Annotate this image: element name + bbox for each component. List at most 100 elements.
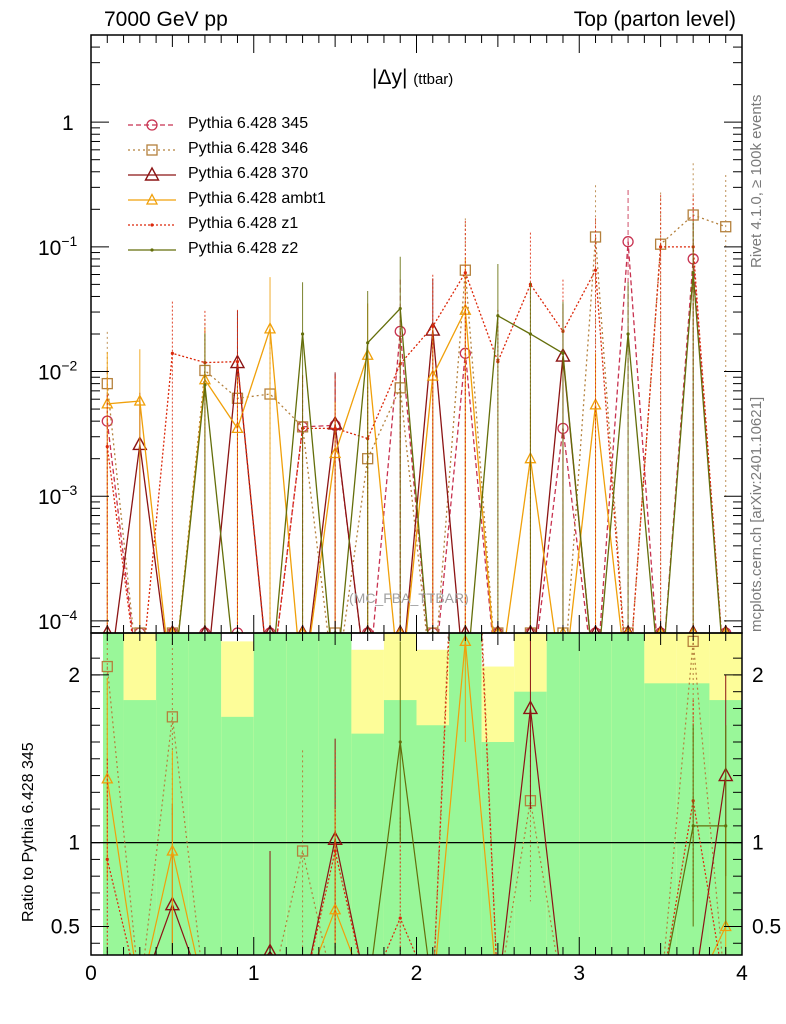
green-band-16 [611,633,645,955]
point-4-10 [431,324,435,329]
ratio-point-0-2 [166,711,179,723]
green-band-4 [221,716,254,955]
ratio-point-2-11 [459,634,472,647]
legend-marker-5 [150,248,154,252]
point-3-4 [231,421,244,434]
point-3-5 [263,321,277,334]
ratio-ytick-label-left-0: 0.5 [51,915,80,938]
legend-swatch-3 [128,193,176,205]
point-4-2 [170,351,174,355]
ratio-point-3-0 [105,857,109,862]
rivet-version-label: Rivet 4.1.0, ≥ 100k events [748,94,765,268]
legend-swatch-0 [128,119,176,131]
ratio-series-4 [372,641,728,955]
ratio-point-4-19 [724,824,728,828]
legend-marker-3 [145,193,159,205]
point-2-19 [721,624,731,633]
main-ytick-label-1: 10−3 [38,482,78,509]
axis-ticks [90,34,743,955]
series-line-3 [107,307,622,633]
mcplots-credit-label: mcplots.cern.ch [arXiv:2401.10621] [748,396,765,632]
point-2-6 [297,624,308,633]
green-band-10 [416,725,450,955]
ratio-point-3-9 [398,916,402,920]
main-ytick-exp-2: −2 [61,358,77,374]
x-tick-label-1: 1 [248,962,260,985]
x-tick-label-3: 3 [573,962,585,985]
plot-title-sub: (ttbar) [413,71,454,88]
point-4-0 [105,445,109,449]
point-4-15 [593,268,598,272]
ratio-uncertainty-bands [103,633,742,955]
green-band-12 [481,742,515,955]
ratio-series-group [101,633,734,955]
main-ytick-label-2: 10−2 [38,358,78,385]
point-2-0 [102,624,112,633]
main-ytick-exp-1: −3 [61,482,77,498]
point-2-8 [363,624,373,633]
point-2-5 [265,624,275,633]
point-5-3 [203,383,207,387]
point-5-13 [528,332,533,336]
ratio-point-2-2 [166,844,179,856]
point-0-16 [622,236,634,248]
legend-swatch-4 [128,223,176,227]
ratio-line-4 [372,741,726,955]
main-ytick-exp-0: −4 [61,607,77,623]
ratio-point-0-6 [296,845,309,857]
point-3-1 [133,394,146,406]
ratio-point-2-7 [329,902,342,915]
legend-swatch-5 [128,248,176,252]
legend-label-1: Pythia 6.428 346 [188,140,309,157]
point-2-9 [395,624,405,633]
ratio-ytick-label-right-0: 0.5 [752,915,781,938]
analysis-watermark: (MC_FBA_TTBAR) [349,590,469,606]
main-ytick-exp-3: −1 [61,233,77,249]
point-3-15 [589,398,602,410]
green-band-14 [546,633,580,955]
legend-marker-1 [146,144,158,156]
point-2-11 [460,624,470,633]
x-tick-label-2: 2 [411,962,423,985]
plot-title-main: |Δy| [372,66,408,89]
x-tick-label-4: 4 [736,962,748,985]
legend-label-4: Pythia 6.428 z1 [188,215,299,232]
x-tick-label-0: 0 [85,962,97,985]
point-5-8 [366,341,370,345]
ratio-y-axis-label: Ratio to Pythia 6.428 345 [20,742,37,922]
ratio-point-2-19 [719,919,732,932]
energy-label: 7000 GeV pp [104,8,228,31]
point-5-9 [398,306,402,311]
ratio-point-3-7 [333,849,337,853]
legend-marker-2 [144,166,160,181]
ratio-point-1-13 [522,699,539,715]
ratio-ytick-label-left-2: 2 [68,664,80,687]
point-4-4 [235,360,240,364]
ratio-point-4-18 [691,824,695,828]
legend-swatch-1 [128,144,176,156]
ratio-point-1-5 [263,943,277,955]
main-ytick-label-4: 1 [62,112,74,135]
point-2-18 [688,624,698,633]
green-band-17 [644,683,677,955]
series-line-5 [178,272,722,633]
point-4-17 [659,245,663,249]
ratio-ytick-label-right-2: 2 [752,664,764,687]
point-4-7 [333,426,337,430]
point-2-17 [656,624,666,633]
legend-label-5: Pythia 6.428 z2 [188,240,299,257]
legend-label-0: Pythia 6.428 345 [188,115,309,132]
legend-marker-0 [146,119,158,131]
ratio-ytick-label-right-1: 1 [752,832,764,855]
point-1-19 [720,221,732,233]
green-band-15 [579,633,612,955]
point-2-12 [493,624,503,633]
green-band-3 [188,633,222,955]
point-4-11 [463,271,467,275]
point-5-18 [691,271,695,275]
ratio-point-0-0 [101,660,113,673]
green-band-1 [123,700,157,955]
main-ytick-label-3: 10−1 [38,233,78,260]
point-2-16 [623,624,633,633]
